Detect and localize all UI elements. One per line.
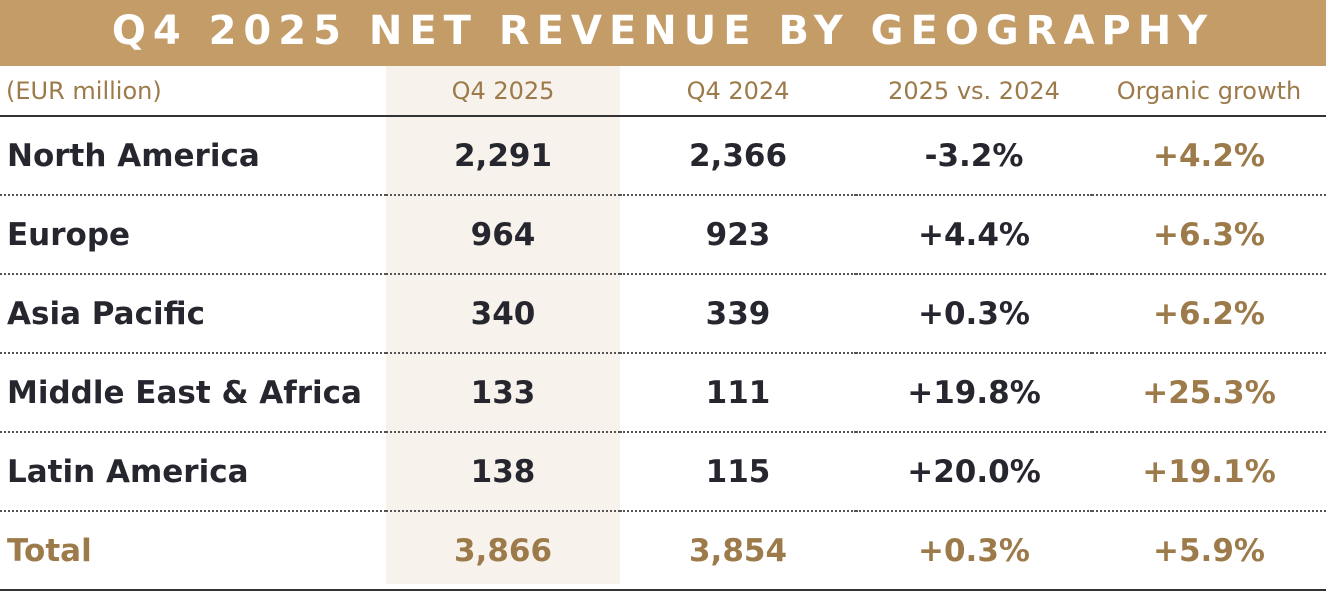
q4-2024-cell: 111: [620, 353, 856, 433]
change-cell: +0.3%: [856, 511, 1092, 591]
q4-2024-cell: 115: [620, 432, 856, 512]
change-cell: +0.3%: [856, 274, 1092, 354]
change-cell: +19.8%: [856, 353, 1092, 433]
table-row: North America 2,291 2,366 -3.2% +4.2%: [0, 116, 1326, 196]
q4-2025-cell: 964: [386, 195, 620, 275]
region-cell: North America: [0, 116, 386, 196]
q4-2025-cell: 3,866: [386, 511, 620, 591]
region-cell: Middle East & Africa: [0, 353, 386, 433]
table-row: Europe 964 923 +4.4% +6.3%: [0, 195, 1326, 275]
column-header-unit: (EUR million): [0, 66, 386, 117]
table-row: Latin America 138 115 +20.0% +19.1%: [0, 432, 1326, 512]
column-header-change: 2025 vs. 2024: [856, 66, 1092, 117]
organic-growth-cell: +5.9%: [1092, 511, 1326, 591]
region-cell: Asia Pacific: [0, 274, 386, 354]
revenue-table: (EUR million) Q4 2025 Q4 2024 2025 vs. 2…: [0, 66, 1326, 591]
organic-growth-cell: +25.3%: [1092, 353, 1326, 433]
table-row: Asia Pacific 340 339 +0.3% +6.2%: [0, 274, 1326, 354]
q4-2025-cell: 340: [386, 274, 620, 354]
q4-2024-cell: 3,854: [620, 511, 856, 591]
organic-growth-cell: +6.3%: [1092, 195, 1326, 275]
region-cell: Total: [0, 511, 386, 591]
q4-2024-cell: 923: [620, 195, 856, 275]
change-cell: -3.2%: [856, 116, 1092, 196]
column-header-organic-growth: Organic growth: [1092, 66, 1326, 117]
column-header-q4-2025: Q4 2025: [386, 66, 620, 117]
table-title: Q4 2025 NET REVENUE BY GEOGRAPHY: [0, 0, 1326, 66]
total-row: Total 3,866 3,854 +0.3% +5.9%: [0, 511, 1326, 591]
table-row: Middle East & Africa 133 111 +19.8% +25.3%: [0, 353, 1326, 433]
organic-growth-cell: +4.2%: [1092, 116, 1326, 196]
region-cell: Europe: [0, 195, 386, 275]
change-cell: +4.4%: [856, 195, 1092, 275]
q4-2024-cell: 2,366: [620, 116, 856, 196]
q4-2025-cell: 2,291: [386, 116, 620, 196]
header-row: (EUR million) Q4 2025 Q4 2024 2025 vs. 2…: [0, 66, 1326, 117]
change-cell: +20.0%: [856, 432, 1092, 512]
q4-2025-cell: 138: [386, 432, 620, 512]
column-header-q4-2024: Q4 2024: [620, 66, 856, 117]
q4-2025-cell: 133: [386, 353, 620, 433]
organic-growth-cell: +6.2%: [1092, 274, 1326, 354]
region-cell: Latin America: [0, 432, 386, 512]
organic-growth-cell: +19.1%: [1092, 432, 1326, 512]
q4-2024-cell: 339: [620, 274, 856, 354]
